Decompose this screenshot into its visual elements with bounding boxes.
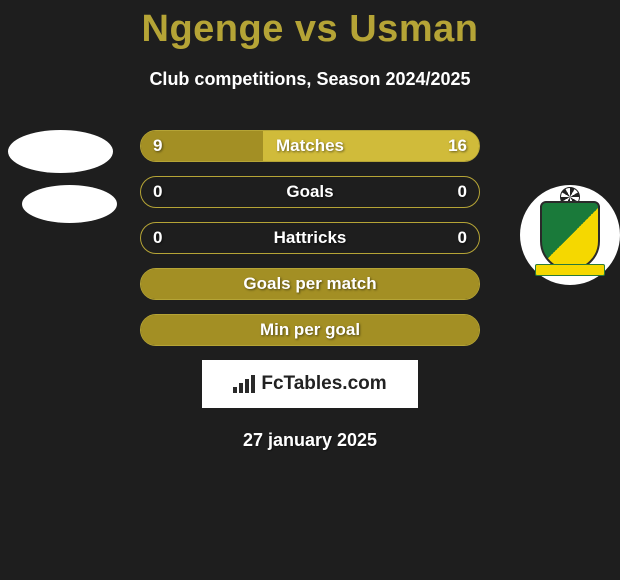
club-crest-icon xyxy=(535,193,605,278)
bar-label: Goals xyxy=(286,182,333,202)
fctables-logo[interactable]: FcTables.com xyxy=(202,360,418,408)
bar-value-left: 9 xyxy=(153,136,162,156)
bar-label: Matches xyxy=(276,136,344,156)
stat-bar: 9 16 Matches xyxy=(140,130,480,162)
bar-value-right: 0 xyxy=(458,228,467,248)
bar-label: Goals per match xyxy=(243,274,376,294)
stat-bar: Goals per match xyxy=(140,268,480,300)
bar-value-right: 0 xyxy=(458,182,467,202)
comparison-bars: 9 16 Matches 0 0 Goals 0 0 Hattricks Goals per ma… xyxy=(140,130,480,346)
logo-text: FcTables.com xyxy=(261,373,386,395)
snapshot-date: 27 january 2025 xyxy=(0,430,620,451)
bar-label: Min per goal xyxy=(260,320,360,340)
bar-chart-icon xyxy=(233,375,255,393)
bar-label: Hattricks xyxy=(274,228,347,248)
comparison-content: 9 16 Matches 0 0 Goals 0 0 Hattricks Goals per ma… xyxy=(0,130,620,451)
crest-shield-icon xyxy=(540,201,600,271)
page-title: Ngenge vs Usman xyxy=(0,0,620,51)
player-left-badge-2 xyxy=(22,185,117,223)
stat-bar: 0 0 Hattricks xyxy=(140,222,480,254)
player-left-badge-1 xyxy=(8,130,113,173)
player-right-club-badge xyxy=(520,185,620,285)
bar-value-left: 0 xyxy=(153,228,162,248)
bar-value-right: 16 xyxy=(448,136,467,156)
stat-bar: 0 0 Goals xyxy=(140,176,480,208)
stat-bar: Min per goal xyxy=(140,314,480,346)
bar-value-left: 0 xyxy=(153,182,162,202)
crest-banner xyxy=(535,264,605,276)
subtitle: Club competitions, Season 2024/2025 xyxy=(0,69,620,90)
